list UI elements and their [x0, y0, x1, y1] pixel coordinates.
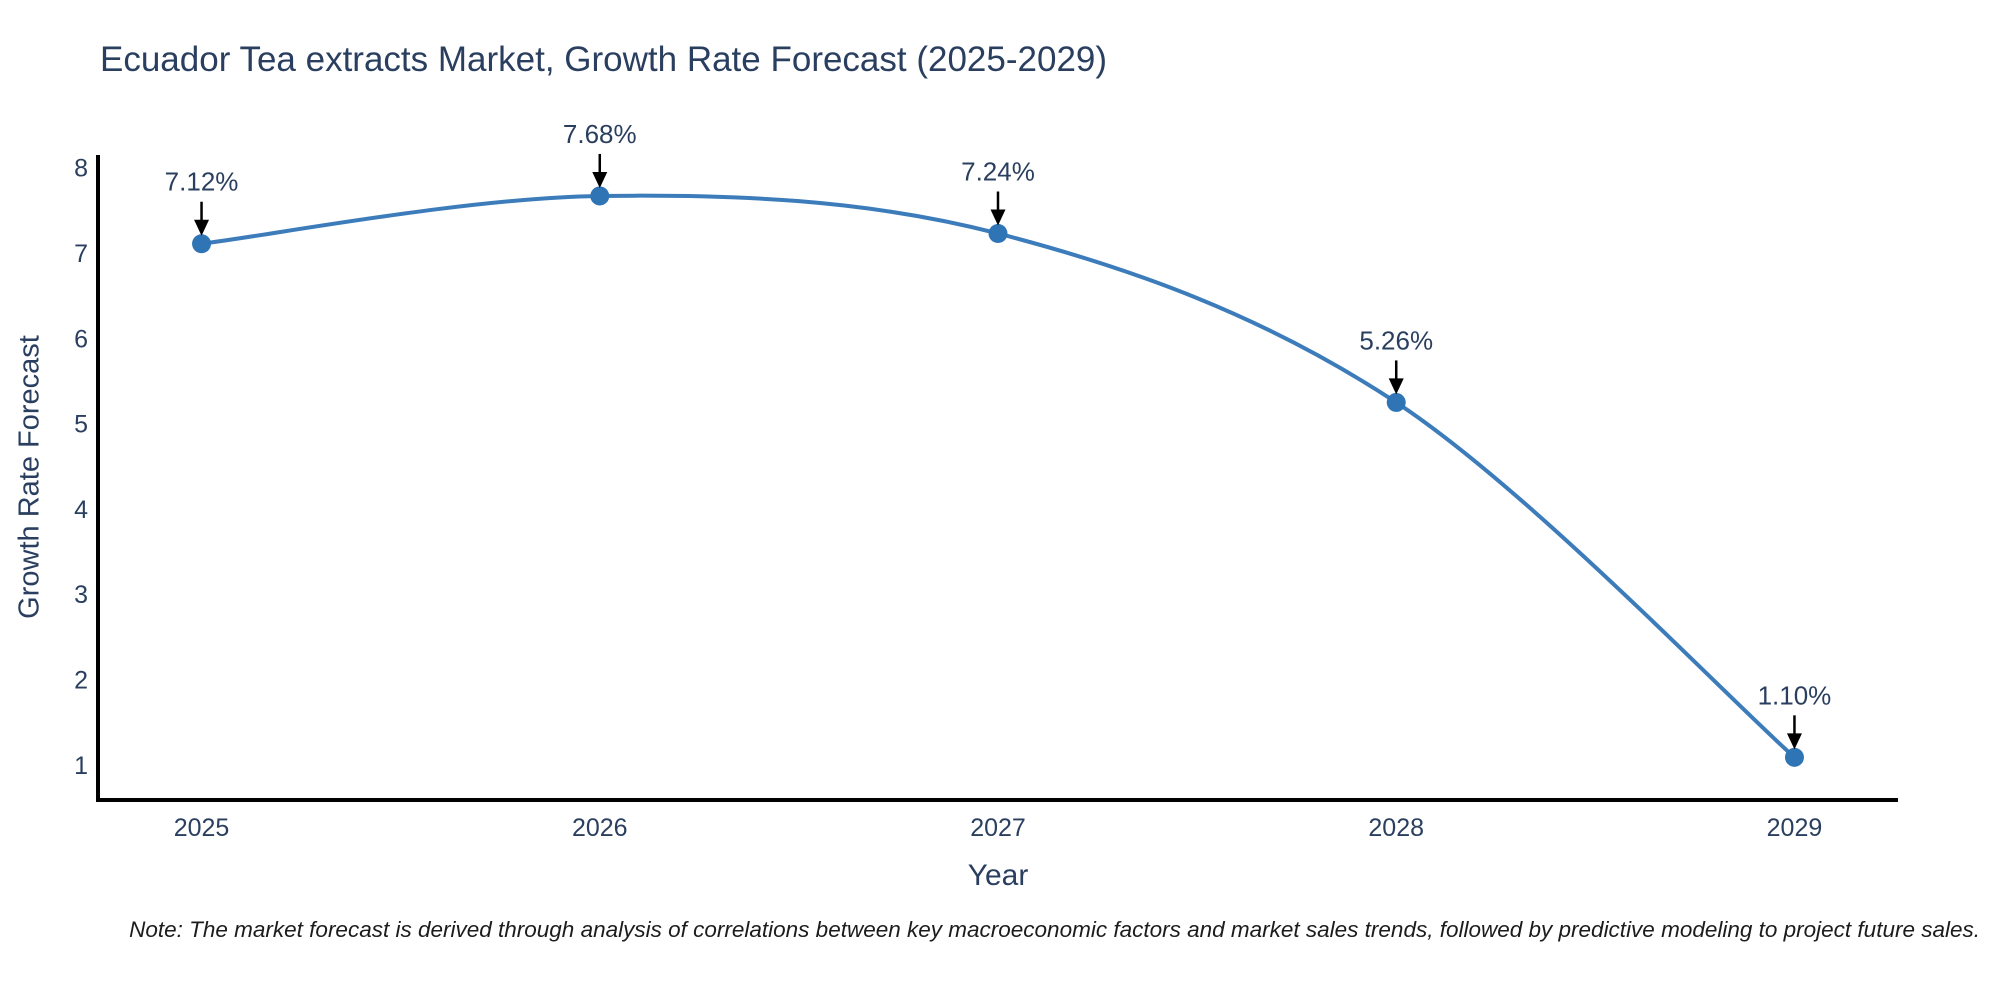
- x-tick-label: 2029: [1767, 814, 1823, 842]
- y-axis-title: Growth Rate Forecast: [13, 335, 46, 619]
- y-tick-label: 4: [74, 496, 88, 524]
- chart-title: Ecuador Tea extracts Market, Growth Rate…: [100, 40, 1108, 79]
- point-value-label: 1.10%: [1758, 680, 1832, 710]
- y-tick-label: 2: [74, 667, 88, 695]
- y-tick-label: 7: [74, 240, 88, 268]
- data-point-marker-2026: [590, 186, 610, 206]
- x-tick-label: 2026: [572, 814, 628, 842]
- annotation-arrowhead-icon: [1388, 378, 1404, 395]
- forecast-spline-line: [199, 193, 1797, 760]
- x-axis-title: Year: [967, 859, 1029, 892]
- data-point-marker-2027: [988, 223, 1008, 243]
- x-tick-label: 2028: [1368, 814, 1424, 842]
- forecast-methodology-note: Note: The market forecast is derived thr…: [129, 917, 1980, 942]
- x-tick-label: 2027: [970, 814, 1026, 842]
- annotation-arrowhead-icon: [1786, 733, 1802, 750]
- data-point-marker-2028: [1386, 392, 1406, 412]
- point-value-label: 7.24%: [961, 156, 1035, 186]
- data-point-marker-2025: [192, 234, 212, 254]
- y-tick-label: 6: [74, 325, 88, 353]
- point-value-label: 5.26%: [1359, 325, 1433, 355]
- axis-spines: [96, 155, 1898, 802]
- point-value-label: 7.12%: [165, 167, 239, 197]
- annotation-arrowhead-icon: [194, 219, 210, 236]
- y-tick-label: 3: [74, 581, 88, 609]
- y-tick-label: 8: [74, 155, 88, 183]
- y-tick-label: 1: [74, 752, 88, 780]
- y-tick-label: 5: [74, 411, 88, 439]
- annotation-arrowhead-icon: [990, 209, 1006, 226]
- x-tick-label: 2025: [174, 814, 230, 842]
- data-point-marker-2029: [1784, 747, 1804, 767]
- annotation-arrowhead-icon: [592, 171, 608, 188]
- point-value-label: 7.68%: [563, 119, 637, 149]
